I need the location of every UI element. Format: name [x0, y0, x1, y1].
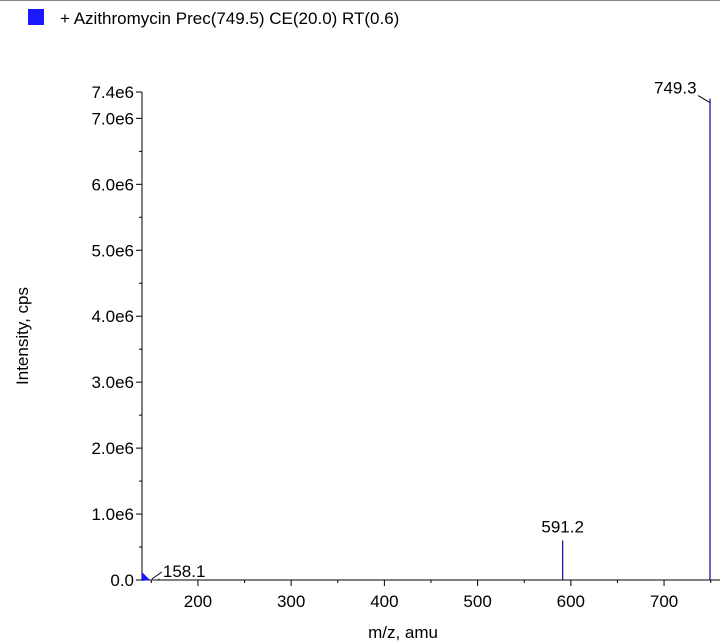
- peak-label: 591.2: [541, 517, 584, 536]
- origin-marker: [142, 572, 150, 581]
- y-tick-label: 7.4e6: [91, 83, 134, 102]
- x-axis-title: m/z, amu: [368, 623, 438, 642]
- y-tick-label: 4.0e6: [91, 307, 134, 326]
- y-axis-title: Intensity, cps: [13, 287, 32, 385]
- x-tick-label: 600: [557, 592, 585, 611]
- y-tick-label: 6.0e6: [91, 175, 134, 194]
- x-tick-label: 300: [277, 592, 305, 611]
- y-tick-label: 0.0: [110, 571, 134, 590]
- x-tick-label: 500: [463, 592, 491, 611]
- x-tick-label: 700: [650, 592, 678, 611]
- peak-label: 749.3: [654, 79, 697, 98]
- y-tick-label: 2.0e6: [91, 439, 134, 458]
- peak-label: 158.1: [163, 562, 206, 581]
- legend-label: + Azithromycin Prec(749.5) CE(20.0) RT(0…: [60, 9, 399, 28]
- peak-label-leader: [697, 95, 711, 104]
- x-tick-label: 400: [370, 592, 398, 611]
- y-tick-label: 3.0e6: [91, 373, 134, 392]
- clipped-text-fragment: e: [0, 148, 3, 157]
- legend-swatch: [28, 9, 44, 25]
- y-tick-label: 5.0e6: [91, 241, 134, 260]
- y-tick-label: 1.0e6: [91, 505, 134, 524]
- y-tick-label: 7.0e6: [91, 109, 134, 128]
- x-tick-label: 200: [184, 592, 212, 611]
- peak-label-leader: [151, 571, 163, 580]
